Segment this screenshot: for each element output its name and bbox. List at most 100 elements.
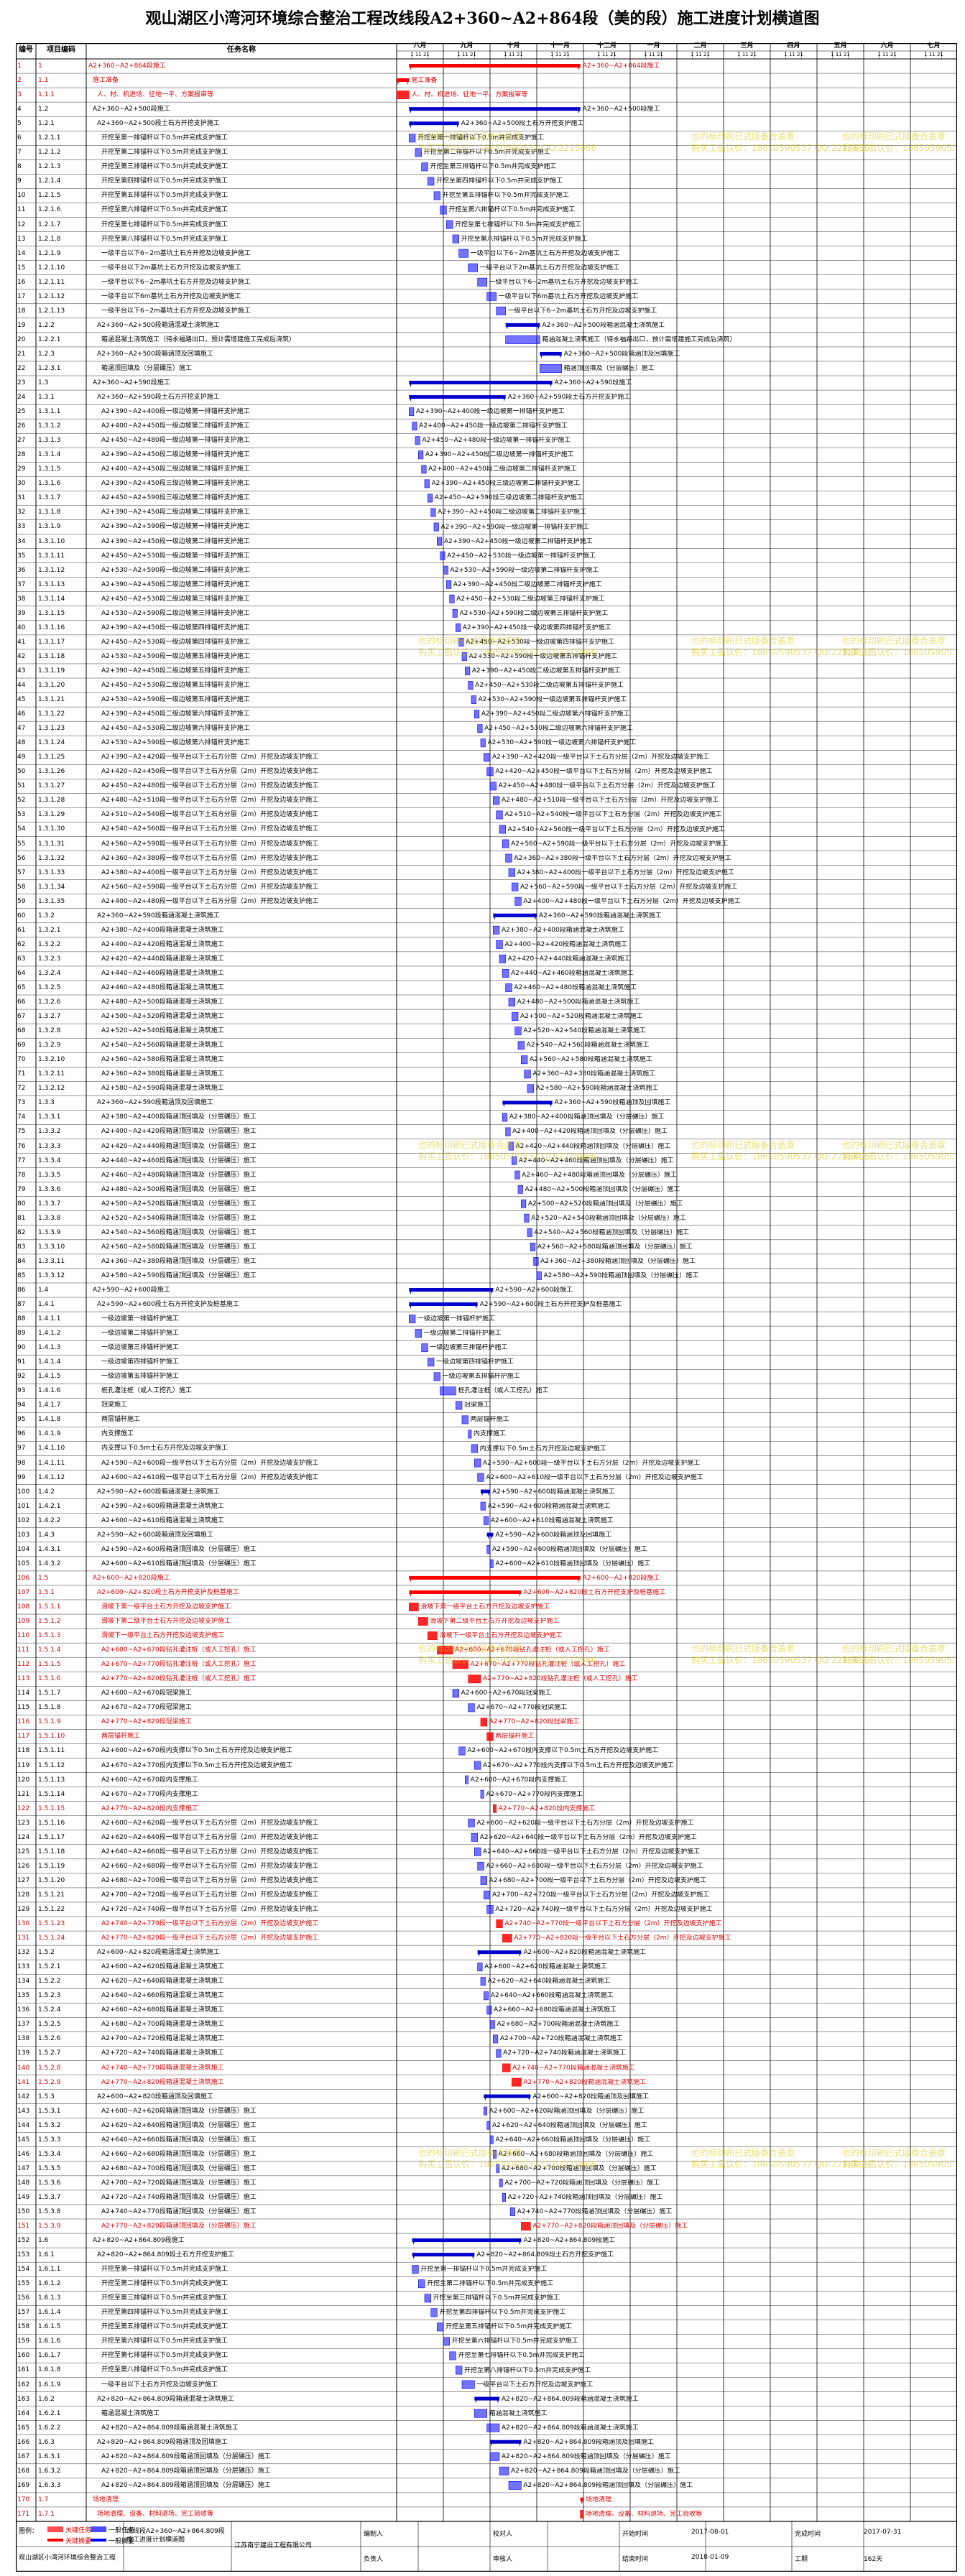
summary-bar [493, 913, 537, 917]
summary-bar [409, 1287, 494, 1292]
row-task-name: A2+740~A2+770段箱涵顶回填及（分层碾压）施工 [101, 2207, 257, 2215]
row-task-name: A2+530~A2+590段一级边坡第五排锚杆支护施工 [101, 696, 250, 704]
row-number: 121 [17, 1790, 30, 1798]
task-bar [514, 896, 522, 906]
row-task-name: A2+600~A2+670段内支撑施工 [101, 1776, 198, 1784]
row-code: 1.5.1.10 [38, 1733, 65, 1741]
row-code: 1.3.1.25 [38, 754, 65, 761]
row-number: 132 [17, 1949, 30, 1957]
summary-bar [409, 395, 506, 399]
row-task-name: A2+450~A2+530段一级边坡第四排锚杆支护施工 [101, 638, 250, 646]
row-number: 51 [17, 782, 26, 790]
legend-item: 关键摘要 [65, 2538, 92, 2545]
header-days: 1 11 21 [784, 52, 803, 57]
bar-label: 开挖至第八排锚杆以下0.5m并完成支护施工 [464, 2366, 591, 2374]
row-task-name: A2+590~A2+600段一级平台以下土石方分层（2m）开挖及边坡支护施工 [101, 1459, 319, 1467]
row-code: 1.5.2.5 [38, 2021, 61, 2029]
task-bar [440, 205, 447, 215]
row-number: 123 [17, 1819, 30, 1827]
task-bar [508, 868, 515, 877]
row-number: 42 [17, 652, 26, 660]
row-task-name: A2+450~A2+480段一级平台以下土石方分层（2m）开挖及边坡支护施工 [101, 782, 319, 790]
task-bar [533, 1256, 539, 1266]
row-number: 139 [17, 2049, 30, 2057]
row-task-name: A2+390~A2+400段一级边坡第一排锚杆支护施工 [101, 408, 250, 416]
row-code: 1.3.2.6 [38, 999, 61, 1006]
task-bar [509, 2207, 515, 2216]
row-number: 31 [17, 494, 26, 502]
summary-bar-cap-right [518, 1590, 522, 1597]
row-number: 54 [17, 825, 26, 833]
row-code: 1.5.3.8 [38, 2207, 61, 2215]
bar-label: A2+820~A2+864.809段土石方开挖支护施工 [476, 2251, 614, 2259]
footer-field-value: 2017-07-31 [864, 2529, 902, 2536]
row-task-name: A2+560~A2+590段一级平台以下土石方分层（2m）开挖及边坡支护施工 [101, 883, 319, 891]
row-code: 1.5.3.7 [38, 2193, 61, 2201]
row-code: 1.5.2.2 [38, 1978, 61, 1986]
footer-field-label: 审核人 [493, 2556, 513, 2563]
summary-bar [412, 2238, 522, 2243]
row-code: 1.5.1.22 [38, 1905, 65, 1913]
page-title: 观山湖区小湾河环境综合整治工程改线段A2+360~A2+864段（美的段）施工进… [145, 9, 820, 28]
task-bar [527, 1084, 534, 1093]
header-month: 二月 [693, 42, 707, 50]
task-bar [496, 940, 503, 949]
footer-field-value: 162天 [864, 2556, 883, 2563]
row-number: 146 [17, 2150, 30, 2158]
bar-label: A2+530~A2+590段一级边坡第五排锚杆支护施工 [468, 652, 618, 660]
row-code: 1.5.1.21 [38, 1891, 65, 1899]
row-task-name: 一级平台以下6~2m基坑土石方开挖及边坡支护施工 [101, 249, 251, 257]
row-number: 26 [17, 422, 26, 430]
bar-label: A2+560~A2+590段一级平台以下土石方分层（2m）开挖及边坡支护施工 [511, 840, 729, 848]
bar-label: 内支撑施工 [474, 1430, 507, 1438]
row-number: 81 [17, 1214, 26, 1222]
row-code: 1.3.1.13 [38, 580, 65, 588]
row-task-name: A2+720~A2+740段箱涵混凝土浇筑施工 [101, 2049, 224, 2057]
row-code: 1.6.1.9 [38, 2381, 61, 2389]
summary-bar-cap-right [577, 1575, 581, 1583]
summary-bar-cap-right [518, 1950, 522, 1958]
legend-item: 一般任务 [108, 2527, 135, 2534]
row-number: 38 [17, 595, 26, 603]
row-task-name: A2+680~A2+700段一级平台以下土石方分层（2m）开挖及边坡支护施工 [101, 1876, 319, 1884]
bar-label: A2+450~A2+480段一级平台以下土石方分层（2m）开挖及边坡支护施工 [498, 782, 716, 790]
row-number: 109 [17, 1618, 30, 1626]
bar-label: 一级平台以下6~2m基坑土石方开挖及边坡支护施工 [489, 278, 639, 286]
row-number: 23 [17, 379, 26, 387]
row-task-name: A2+360~A2+380段箱涵顶回填及（分层碾压）施工 [101, 1257, 257, 1265]
row-task-name: 开挖至第八排锚杆以下0.5m并完成支护施工 [101, 235, 228, 243]
row-code: 1.3.2.4 [38, 969, 61, 977]
task-bar [524, 1213, 530, 1223]
row-code: 1.6.3.2 [38, 2467, 61, 2475]
bar-label: 一级平台以下2m基坑土石方开挖及边坡支护施工 [479, 264, 620, 272]
row-number: 160 [17, 2352, 30, 2360]
task-bar [474, 710, 480, 719]
task-bar [540, 364, 562, 373]
bar-label: A2+680~A2+700段一级平台以下土石方分层（2m）开挖及边坡支护施工 [489, 1876, 706, 1884]
task-bar [446, 220, 453, 229]
task-bar [527, 1228, 532, 1237]
row-task-name: A2+420~A2+450段一级平台以下土石方分层（2m）开挖及边坡支护施工 [101, 768, 319, 776]
task-bar [499, 825, 506, 834]
row-task-name: A2+660~A2+680段箱涵混凝土浇筑施工 [101, 2006, 224, 2014]
row-task-name: A2+500~A2+520段箱涵顶回填及（分层碾压）施工 [101, 1200, 257, 1208]
bar-label: A2+360~A2+500段施工 [582, 106, 660, 113]
row-code: 1.2.1.6 [38, 206, 61, 214]
row-task-name: A2+600~A2+670段钻孔灌注桩（或人工挖孔）施工 [101, 1646, 257, 1654]
row-code: 1.4.1.4 [38, 1358, 61, 1366]
row-code: 1.4.1.8 [38, 1416, 61, 1424]
bar-label: A2+660~A2+680段箱涵混凝土浇筑施工 [494, 2006, 617, 2014]
row-number: 157 [17, 2309, 30, 2317]
row-task-name: 箱涵顶回填及（分层碾压）施工 [101, 364, 193, 372]
row-task-name: A2+400~A2+450段二级边坡第二排锚杆支护施工 [101, 465, 250, 473]
row-number: 18 [17, 307, 26, 315]
row-task-name: 一级边坡第五排锚杆护施工 [101, 1373, 180, 1381]
row-code: 1.6.1.7 [38, 2352, 61, 2360]
row-code: 1.3.1.16 [38, 624, 65, 631]
row-task-name: A2+600~A2+620段箱涵顶回填及（分层碾压）施工 [101, 2107, 257, 2115]
summary-bar-cap-right [497, 2396, 499, 2404]
row-number: 79 [17, 1185, 26, 1193]
bar-label: A2+390~A2+450段二级边坡第二排锚杆支护施工 [453, 580, 602, 588]
row-number: 61 [17, 926, 26, 934]
bar-label: 箱涵顶回填及（分层碾压）施工 [563, 365, 655, 372]
